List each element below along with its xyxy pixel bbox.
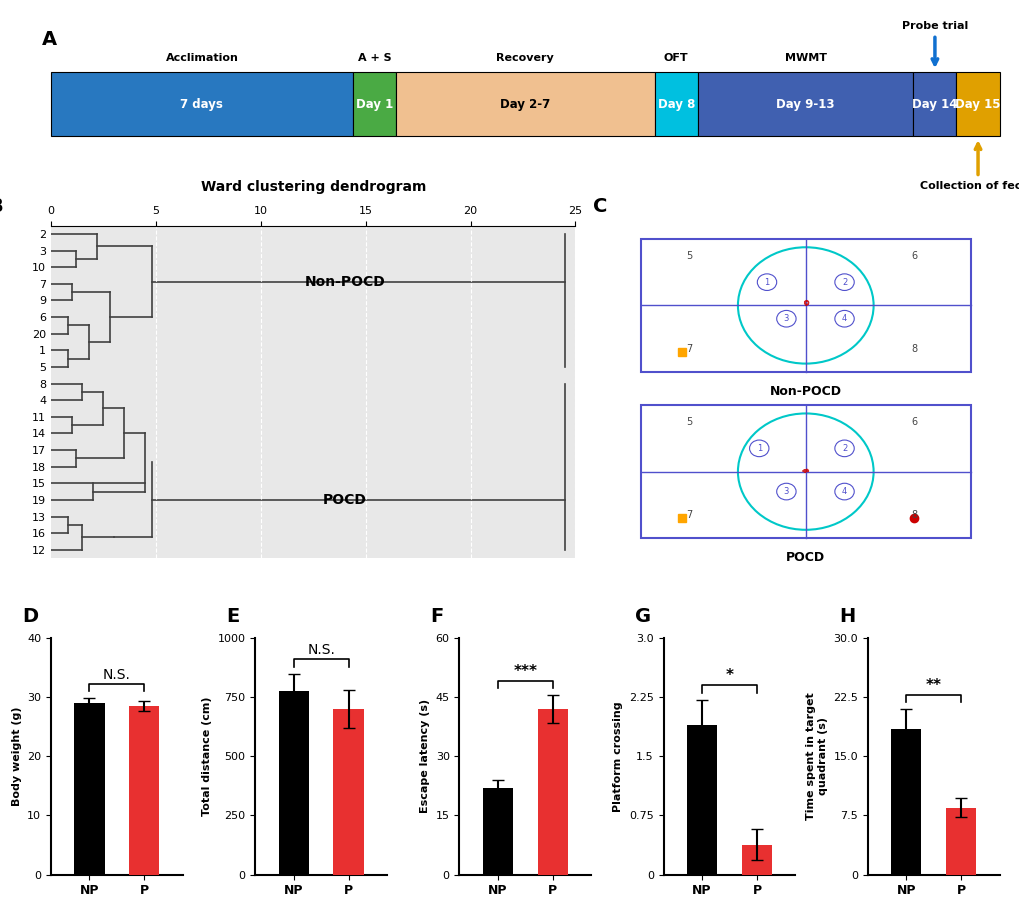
Text: 6: 6: [910, 251, 916, 261]
Y-axis label: Time spent in target
quadrant (s): Time spent in target quadrant (s): [805, 692, 826, 820]
Text: Day 2-7: Day 2-7: [499, 97, 550, 110]
Y-axis label: Body weight (g): Body weight (g): [11, 707, 21, 806]
Text: 2: 2: [841, 278, 847, 287]
Text: N.S.: N.S.: [103, 668, 130, 682]
Text: 4: 4: [841, 314, 847, 323]
Text: Acclimation: Acclimation: [165, 53, 238, 63]
Text: 8: 8: [910, 510, 916, 520]
FancyBboxPatch shape: [395, 72, 654, 136]
Text: C: C: [592, 197, 606, 216]
Y-axis label: Total distance (cm): Total distance (cm): [202, 697, 212, 816]
Text: POCD: POCD: [322, 493, 366, 507]
Bar: [537, 709, 568, 875]
Text: *: *: [725, 668, 733, 683]
Text: Day 15: Day 15: [955, 97, 1000, 110]
Text: 7: 7: [686, 344, 692, 354]
Title: Ward clustering dendrogram: Ward clustering dendrogram: [201, 180, 426, 194]
Bar: [482, 788, 513, 875]
Text: Day 14: Day 14: [911, 97, 957, 110]
Text: A: A: [42, 30, 57, 48]
Y-axis label: Platform crossing: Platform crossing: [612, 701, 623, 812]
FancyBboxPatch shape: [912, 72, 956, 136]
Circle shape: [834, 311, 853, 327]
Bar: [129, 706, 159, 875]
Text: **: **: [925, 678, 941, 692]
Text: B: B: [0, 197, 3, 216]
Text: 3: 3: [783, 314, 789, 323]
Bar: [686, 725, 716, 875]
Text: OFT: OFT: [663, 53, 688, 63]
Y-axis label: Escape latency (s): Escape latency (s): [420, 700, 430, 814]
Text: Day 1: Day 1: [356, 97, 392, 110]
Text: Day 9-13: Day 9-13: [775, 97, 834, 110]
Circle shape: [834, 440, 853, 456]
Bar: [640, 239, 969, 372]
Circle shape: [775, 483, 795, 500]
Circle shape: [756, 274, 775, 291]
Text: N.S.: N.S.: [307, 643, 334, 657]
Circle shape: [737, 414, 872, 530]
FancyBboxPatch shape: [697, 72, 912, 136]
FancyBboxPatch shape: [51, 72, 353, 136]
Text: MWMT: MWMT: [784, 53, 825, 63]
Text: ***: ***: [513, 664, 537, 679]
Text: 1: 1: [756, 444, 761, 453]
Bar: [278, 691, 309, 875]
Circle shape: [834, 274, 853, 291]
Text: 4: 4: [841, 487, 847, 496]
Bar: [640, 405, 969, 538]
Bar: [891, 729, 920, 875]
Text: POCD: POCD: [786, 551, 824, 565]
Text: 3: 3: [783, 487, 789, 496]
Bar: [946, 807, 975, 875]
Text: 5: 5: [686, 251, 692, 261]
FancyBboxPatch shape: [956, 72, 999, 136]
Text: 6: 6: [910, 417, 916, 427]
Text: Probe trial: Probe trial: [901, 21, 967, 31]
Circle shape: [775, 311, 795, 327]
Circle shape: [834, 483, 853, 500]
Text: E: E: [226, 608, 239, 627]
Bar: [741, 844, 771, 875]
Text: 7 days: 7 days: [180, 97, 223, 110]
Text: 1: 1: [763, 278, 769, 287]
Circle shape: [749, 440, 768, 456]
Text: 7: 7: [686, 510, 692, 520]
FancyBboxPatch shape: [353, 72, 395, 136]
Text: G: G: [634, 608, 650, 627]
Text: 8: 8: [910, 344, 916, 354]
Text: 2: 2: [841, 444, 847, 453]
FancyBboxPatch shape: [654, 72, 697, 136]
Bar: [74, 703, 104, 875]
Text: Recovery: Recovery: [496, 53, 553, 63]
Text: H: H: [838, 608, 854, 627]
Text: A + S: A + S: [358, 53, 391, 63]
Text: Collection of feces: Collection of feces: [919, 181, 1019, 191]
Bar: [333, 709, 364, 875]
Text: D: D: [22, 608, 38, 627]
Text: Non-POCD: Non-POCD: [304, 275, 385, 289]
Text: Non-POCD: Non-POCD: [769, 385, 841, 398]
Text: Day 8: Day 8: [657, 97, 694, 110]
Text: 5: 5: [686, 417, 692, 427]
Text: F: F: [430, 608, 443, 627]
Circle shape: [737, 247, 872, 363]
